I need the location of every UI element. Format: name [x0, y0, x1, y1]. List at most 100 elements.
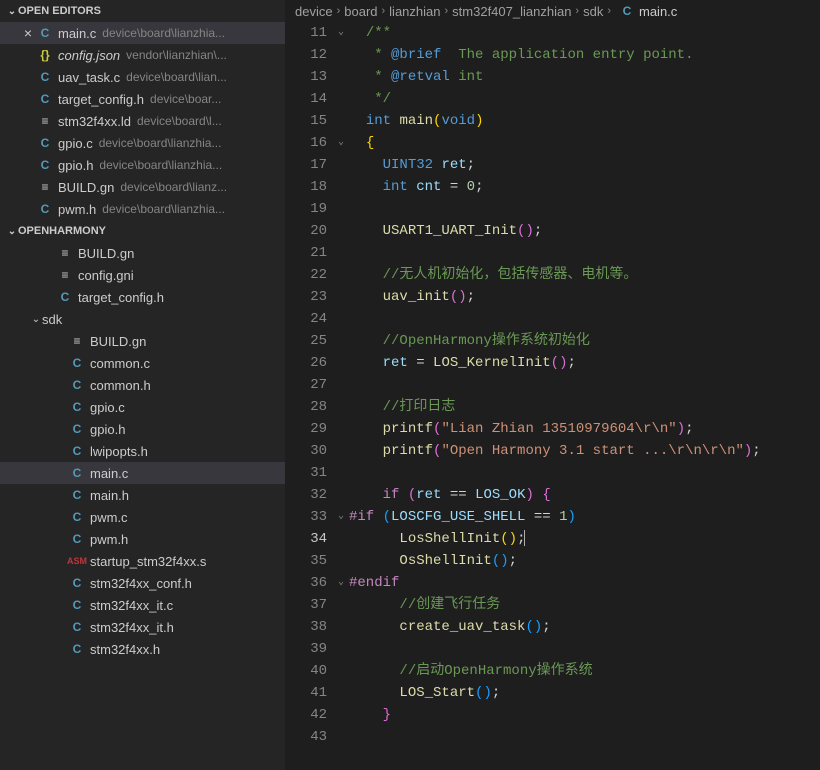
tree-item[interactable]: Clwipopts.h	[0, 440, 285, 462]
code-area[interactable]: 1112131415161718192021222324252627282930…	[285, 22, 820, 770]
open-editor-item[interactable]: {}config.jsonvendor\lianzhian\...	[0, 44, 285, 66]
code-line[interactable]: uav_init();	[349, 286, 820, 308]
breadcrumb-item[interactable]: device	[295, 4, 333, 19]
code-line[interactable]	[349, 462, 820, 484]
open-editor-item[interactable]: Ctarget_config.hdevice\boar...	[0, 88, 285, 110]
code-line[interactable]: #if (LOSCFG_USE_SHELL == 1)	[349, 506, 820, 528]
tree-item[interactable]: Cstm32f4xx_it.h	[0, 616, 285, 638]
code-line[interactable]: {	[349, 132, 820, 154]
breadcrumb-item[interactable]: stm32f407_lianzhian	[452, 4, 571, 19]
tree-item[interactable]: ASMstartup_stm32f4xx.s	[0, 550, 285, 572]
fold-marker	[333, 682, 349, 704]
fold-marker[interactable]: ⌄	[333, 22, 349, 44]
tree-item-label: gpio.c	[90, 400, 125, 415]
line-number: 11	[285, 22, 327, 44]
code-line[interactable]	[349, 374, 820, 396]
code-lines[interactable]: /** * @brief The application entry point…	[349, 22, 820, 770]
code-line[interactable]: printf("Lian Zhian 13510979604\r\n");	[349, 418, 820, 440]
code-line[interactable]: //无人机初始化，包括传感器、电机等。	[349, 264, 820, 286]
fold-marker	[333, 594, 349, 616]
code-line[interactable]: LosShellInit();	[349, 528, 820, 550]
tree-item-label: BUILD.gn	[90, 334, 146, 349]
code-line[interactable]: UINT32 ret;	[349, 154, 820, 176]
breadcrumb[interactable]: device›board›lianzhian›stm32f407_lianzhi…	[285, 0, 820, 22]
tree-item[interactable]: Cstm32f4xx.h	[0, 638, 285, 660]
fold-marker[interactable]: ⌄	[333, 132, 349, 154]
code-line[interactable]: //OpenHarmony操作系统初始化	[349, 330, 820, 352]
tree-item[interactable]: Ccommon.h	[0, 374, 285, 396]
code-line[interactable]: if (ret == LOS_OK) {	[349, 484, 820, 506]
code-line[interactable]: //打印日志	[349, 396, 820, 418]
tree-item[interactable]: ⌄sdk	[0, 308, 285, 330]
open-editor-item[interactable]: Cpwm.hdevice\board\lianzhia...	[0, 198, 285, 220]
code-line[interactable]	[349, 308, 820, 330]
code-line[interactable]: * @brief The application entry point.	[349, 44, 820, 66]
code-line[interactable]: /**	[349, 22, 820, 44]
breadcrumb-file[interactable]: main.c	[639, 4, 677, 19]
code-line[interactable]	[349, 198, 820, 220]
fold-marker[interactable]: ⌄	[333, 572, 349, 594]
open-editor-item[interactable]: ≡stm32f4xx.lddevice\board\l...	[0, 110, 285, 132]
open-editor-item[interactable]: Cuav_task.cdevice\board\lian...	[0, 66, 285, 88]
open-editor-item[interactable]: ×Cmain.cdevice\board\lianzhia...	[0, 22, 285, 44]
chevron-right-icon: ›	[445, 5, 449, 17]
tree-item[interactable]: Ctarget_config.h	[0, 286, 285, 308]
fold-marker[interactable]: ⌄	[333, 506, 349, 528]
chevron-down-icon: ⌄	[6, 226, 18, 237]
breadcrumb-item[interactable]: lianzhian	[389, 4, 440, 19]
tree-item[interactable]: Cpwm.c	[0, 506, 285, 528]
tree-item[interactable]: Ccommon.c	[0, 352, 285, 374]
tree-item[interactable]: Cgpio.c	[0, 396, 285, 418]
tree-item[interactable]: ≡ BUILD.gn	[0, 330, 285, 352]
tree-item-label: target_config.h	[78, 290, 164, 305]
file-path: vendor\lianzhian\...	[126, 48, 227, 62]
tree-item-label: stm32f4xx_it.h	[90, 620, 174, 635]
code-line[interactable]	[349, 638, 820, 660]
file-name: uav_task.c	[58, 70, 120, 85]
file-icon: C	[68, 466, 86, 480]
open-editor-item[interactable]: Cgpio.hdevice\board\lianzhia...	[0, 154, 285, 176]
file-icon: C	[36, 70, 54, 84]
code-line[interactable]	[349, 726, 820, 748]
code-line[interactable]: USART1_UART_Init();	[349, 220, 820, 242]
code-line[interactable]: OsShellInit();	[349, 550, 820, 572]
fold-marker	[333, 330, 349, 352]
code-line[interactable]: //启动OpenHarmony操作系统	[349, 660, 820, 682]
code-line[interactable]: //创建飞行任务	[349, 594, 820, 616]
code-line[interactable]: */	[349, 88, 820, 110]
explorer-header[interactable]: ⌄ OPENHARMONY	[0, 220, 285, 242]
tree-item[interactable]: Cmain.c	[0, 462, 285, 484]
tree-item[interactable]: Cmain.h	[0, 484, 285, 506]
code-line[interactable]: }	[349, 704, 820, 726]
tree-item[interactable]: ≡config.gni	[0, 264, 285, 286]
code-line[interactable]: * @retval int	[349, 66, 820, 88]
open-editors-header[interactable]: ⌄ OPEN EDITORS	[0, 0, 285, 22]
tree-item[interactable]: Cpwm.h	[0, 528, 285, 550]
code-line[interactable]: LOS_Start();	[349, 682, 820, 704]
code-line[interactable]	[349, 242, 820, 264]
tree-item[interactable]: Cstm32f4xx_it.c	[0, 594, 285, 616]
tree-item[interactable]: Cstm32f4xx_conf.h	[0, 572, 285, 594]
code-line[interactable]: ret = LOS_KernelInit();	[349, 352, 820, 374]
open-editor-item[interactable]: ≡BUILD.gndevice\board\lianz...	[0, 176, 285, 198]
tree-item[interactable]: ≡BUILD.gn	[0, 242, 285, 264]
breadcrumb-item[interactable]: sdk	[583, 4, 603, 19]
code-line[interactable]: printf("Open Harmony 3.1 start ...\r\n\r…	[349, 440, 820, 462]
open-editor-item[interactable]: Cgpio.cdevice\board\lianzhia...	[0, 132, 285, 154]
file-name: target_config.h	[58, 92, 144, 107]
breadcrumb-item[interactable]: board	[344, 4, 377, 19]
file-icon: ≡	[68, 334, 86, 348]
code-line[interactable]: #endif	[349, 572, 820, 594]
file-icon: ASM	[68, 556, 86, 566]
code-line[interactable]: create_uav_task();	[349, 616, 820, 638]
code-line[interactable]: int cnt = 0;	[349, 176, 820, 198]
tree-item-label: main.h	[90, 488, 129, 503]
code-line[interactable]: int main(void)	[349, 110, 820, 132]
close-icon[interactable]: ×	[20, 25, 36, 41]
tree-item[interactable]: Cgpio.h	[0, 418, 285, 440]
line-number-gutter: 1112131415161718192021222324252627282930…	[285, 22, 333, 770]
file-icon: C	[618, 4, 636, 18]
fold-column[interactable]: ⌄ ⌄ ⌄ ⌄	[333, 22, 349, 770]
file-path: device\board\lianzhia...	[99, 158, 222, 172]
file-path: device\board\lianzhia...	[99, 136, 222, 150]
